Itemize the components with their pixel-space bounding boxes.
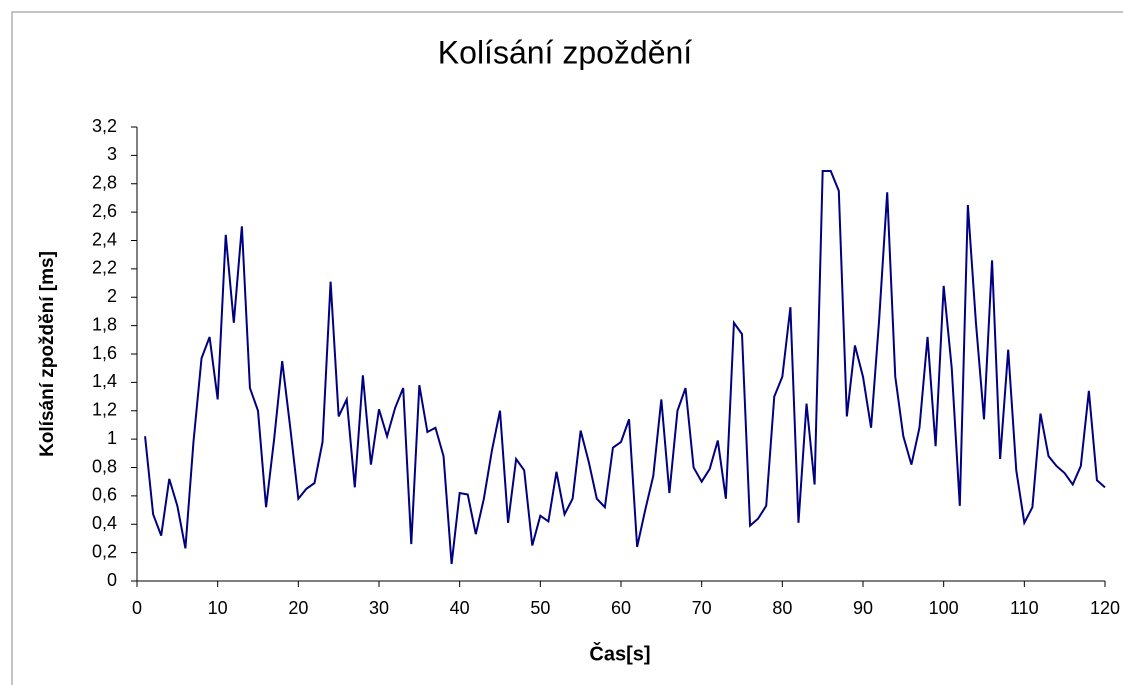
y-tick-label: 1,4 xyxy=(92,371,117,391)
x-tick-label: 70 xyxy=(692,598,712,618)
x-tick-label: 50 xyxy=(530,598,550,618)
x-tick-label: 120 xyxy=(1090,598,1120,618)
x-tick-label: 0 xyxy=(132,598,142,618)
y-tick-label: 3 xyxy=(107,144,117,164)
chart-frame xyxy=(11,11,1123,685)
x-tick-label: 80 xyxy=(772,598,792,618)
x-axis-label: Čas[s] xyxy=(589,641,650,665)
chart-title: Kolísání zpoždění xyxy=(438,34,693,70)
y-tick-label: 2,6 xyxy=(92,201,117,221)
y-tick-label: 0,2 xyxy=(92,541,117,561)
y-tick-label: 3,2 xyxy=(92,116,117,136)
x-tick-label: 20 xyxy=(288,598,308,618)
data-line xyxy=(144,169,1106,565)
y-tick-label: 2,2 xyxy=(92,258,117,278)
x-tick-label: 90 xyxy=(853,598,873,618)
x-tick-label: 60 xyxy=(611,598,631,618)
y-tick-label: 0 xyxy=(107,570,117,590)
y-tick-label: 1,8 xyxy=(92,314,117,334)
x-tick-label: 30 xyxy=(369,598,389,618)
y-tick-label: 0,6 xyxy=(92,485,117,505)
y-tick-label: 0,4 xyxy=(92,513,117,533)
y-tick-label: 1,6 xyxy=(92,343,117,363)
y-tick-label: 1 xyxy=(107,428,117,448)
y-axis-label: Kolísání zpoždění [ms] xyxy=(37,251,58,457)
x-tick-label: 40 xyxy=(450,598,470,618)
y-tick-label: 0,8 xyxy=(92,456,117,476)
x-tick-label: 10 xyxy=(208,598,228,618)
y-tick-label: 2 xyxy=(107,286,117,306)
y-tick-label: 1,2 xyxy=(92,400,117,420)
x-tick-label: 110 xyxy=(1010,598,1039,618)
x-tick-label: 100 xyxy=(929,598,959,618)
y-tick-label: 2,8 xyxy=(92,173,117,193)
y-tick-label: 2,4 xyxy=(92,229,117,249)
